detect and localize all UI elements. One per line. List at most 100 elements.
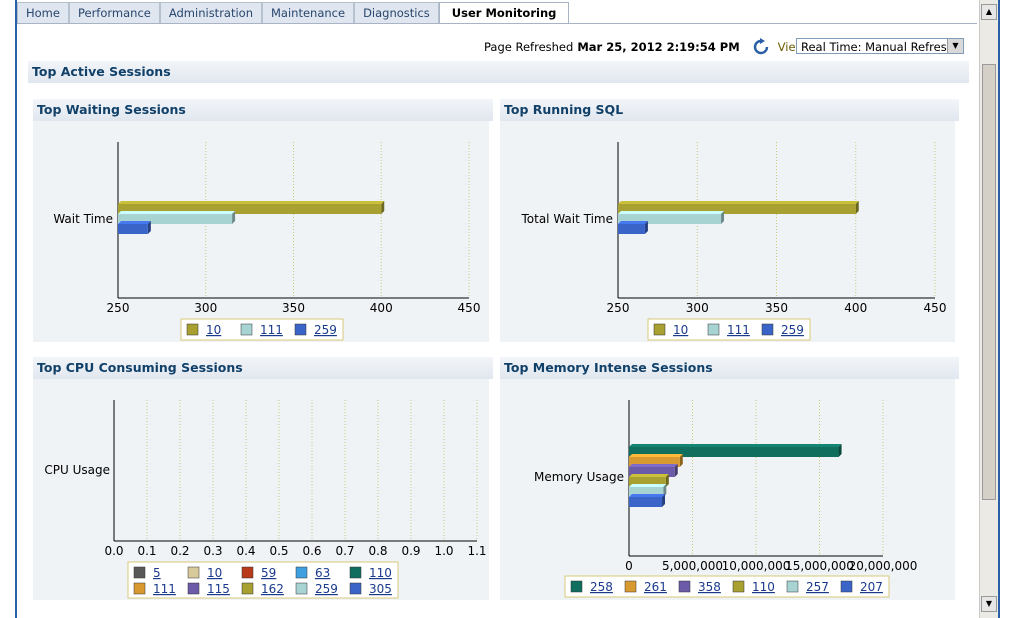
x-tick-label: 0.3 xyxy=(203,544,222,558)
legend-link-5[interactable]: 5 xyxy=(153,566,161,580)
view-data-select[interactable]: Real Time: Manual Refresh ▼ xyxy=(796,38,964,54)
legend-link-10[interactable]: 10 xyxy=(673,323,688,337)
legend-link-63[interactable]: 63 xyxy=(315,566,330,580)
bar-side-face xyxy=(838,444,842,457)
legend-link-305[interactable]: 305 xyxy=(369,582,392,596)
category-label: Wait Time xyxy=(53,212,113,226)
refresh-icon[interactable] xyxy=(752,38,770,56)
tab-bar: Home Performance Administration Maintena… xyxy=(17,2,570,24)
bar-259 xyxy=(618,224,645,234)
bar-259 xyxy=(118,224,148,234)
bar-358 xyxy=(629,467,675,477)
bar-side-face xyxy=(232,211,236,224)
legend-link-111[interactable]: 111 xyxy=(153,582,176,596)
scroll-thumb[interactable] xyxy=(982,64,996,500)
x-tick-label: 0.8 xyxy=(368,544,387,558)
legend-link-10[interactable]: 10 xyxy=(207,566,222,580)
bar-10 xyxy=(618,204,856,214)
legend-swatch xyxy=(707,323,720,336)
x-tick-label: 450 xyxy=(924,301,947,315)
bar-257 xyxy=(629,487,664,497)
legend-swatch xyxy=(133,582,146,595)
bar-110 xyxy=(629,477,666,487)
bar-258 xyxy=(629,447,839,457)
bar-111 xyxy=(118,214,233,224)
tab-user-monitoring[interactable]: User Monitoring xyxy=(438,2,570,24)
x-tick-label: 400 xyxy=(370,301,393,315)
chart-memory: 0 5,000,00010,000,00015,000,00020,000,000… xyxy=(534,400,918,598)
bar-111 xyxy=(618,214,722,224)
bar-top-face xyxy=(118,201,385,204)
chart-cpu: 0.0 0.1 0.2 0.3 0.4 0.5 0.6 0.7 0.8 0.9 1.0 1.1 CPU … xyxy=(44,400,487,599)
bar-side-face xyxy=(381,201,385,214)
chevron-down-icon[interactable]: ▼ xyxy=(947,39,963,53)
legend-swatch xyxy=(294,323,307,336)
refresh-bar: Page Refreshed Mar 25, 2012 2:19:54 PM V… xyxy=(484,38,836,56)
legend-swatch xyxy=(241,582,254,595)
legend-link-110[interactable]: 110 xyxy=(369,566,392,580)
tab-performance[interactable]: Performance xyxy=(68,2,160,23)
legend-link-259[interactable]: 259 xyxy=(314,323,337,337)
tab-diagnostics[interactable]: Diagnostics xyxy=(354,2,439,23)
panel-title-cpu: Top CPU Consuming Sessions xyxy=(33,357,493,379)
x-tick-label: 400 xyxy=(844,301,867,315)
x-tick-label: 15,000,000 xyxy=(785,559,854,573)
legend-box xyxy=(564,575,890,598)
x-tick-label: 1.0 xyxy=(434,544,453,558)
bar-side-face xyxy=(679,454,683,467)
legend-link-261[interactable]: 261 xyxy=(644,580,667,594)
legend-link-111[interactable]: 111 xyxy=(727,323,750,337)
legend-link-115[interactable]: 115 xyxy=(207,582,230,596)
legend-swatch xyxy=(624,580,637,593)
bar-top-face xyxy=(629,494,666,497)
vertical-scrollbar[interactable]: ▲ ▼ xyxy=(979,0,998,618)
legend-link-110[interactable]: 110 xyxy=(752,580,775,594)
x-tick-label: 0.2 xyxy=(170,544,189,558)
legend-link-207[interactable]: 207 xyxy=(860,580,883,594)
x-tick-label: 350 xyxy=(765,301,788,315)
scroll-down-icon[interactable]: ▼ xyxy=(981,596,997,612)
tab-maintenance[interactable]: Maintenance xyxy=(262,2,355,23)
legend-link-162[interactable]: 162 xyxy=(261,582,284,596)
legend-link-358[interactable]: 358 xyxy=(698,580,721,594)
bar-top-face xyxy=(618,201,859,204)
tab-administration[interactable]: Administration xyxy=(159,2,262,23)
page-refreshed-timestamp: Mar 25, 2012 2:19:54 PM xyxy=(577,40,740,54)
x-tick-label: 0.1 xyxy=(137,544,156,558)
x-tick-label: 300 xyxy=(194,301,217,315)
bar-top-face xyxy=(629,454,683,457)
legend-link-259[interactable]: 259 xyxy=(315,582,338,596)
legend-link-257[interactable]: 257 xyxy=(806,580,829,594)
bar-side-face xyxy=(855,201,859,214)
legend-swatch xyxy=(186,323,199,336)
category-label: Total Wait Time xyxy=(520,212,613,226)
x-tick-label: 0.7 xyxy=(335,544,354,558)
bar-top-face xyxy=(629,474,669,477)
tab-home[interactable]: Home xyxy=(17,2,69,23)
legend-link-111[interactable]: 111 xyxy=(260,323,283,337)
panel-title-memory: Top Memory Intense Sessions xyxy=(500,357,959,379)
bar-10 xyxy=(118,204,382,214)
bar-top-face xyxy=(629,484,667,487)
legend-swatch xyxy=(241,566,254,579)
x-tick-label: 0.9 xyxy=(401,544,420,558)
x-tick-label: 0.5 xyxy=(269,544,288,558)
scroll-up-icon[interactable]: ▲ xyxy=(981,4,997,20)
bar-207 xyxy=(629,497,663,507)
x-tick-label: 250 xyxy=(107,301,130,315)
legend-swatch xyxy=(133,566,146,579)
x-tick-label: 20,000,000 xyxy=(849,559,918,573)
bar-top-face xyxy=(618,221,648,224)
x-tick-label: 300 xyxy=(686,301,709,315)
legend-link-10[interactable]: 10 xyxy=(206,323,221,337)
legend-link-259[interactable]: 259 xyxy=(781,323,804,337)
legend-link-59[interactable]: 59 xyxy=(261,566,276,580)
bar-top-face xyxy=(629,444,842,447)
category-label: Memory Usage xyxy=(534,470,624,484)
legend-link-258[interactable]: 258 xyxy=(590,580,613,594)
section-title: Top Active Sessions xyxy=(28,61,969,83)
bar-side-face xyxy=(674,464,678,477)
x-tick-label: 250 xyxy=(607,301,630,315)
